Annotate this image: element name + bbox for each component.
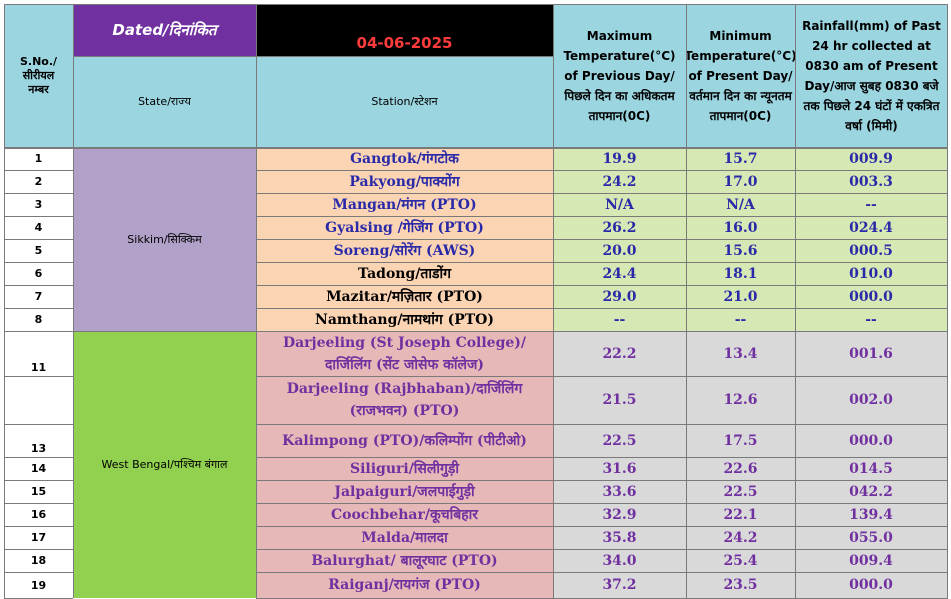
row-station: Gangtok/गंगटोक [256, 147, 553, 170]
row-serial-number: 1 [4, 147, 73, 170]
row-rainfall: 024.4 [795, 216, 947, 239]
row-min-temp: -- [686, 308, 795, 331]
row-station: Tadong/ताडोंग [256, 262, 553, 285]
row-min-temp: 12.6 [686, 376, 795, 424]
row-rainfall: 002.0 [795, 376, 947, 424]
row-max-temp: -- [553, 308, 686, 331]
row-min-temp: 16.0 [686, 216, 795, 239]
min-temp-header: Minimum Temperature(°C) of Present Day/व… [686, 4, 795, 147]
row-serial-number: 13 [4, 424, 73, 457]
row-serial-number: 14 [4, 457, 73, 480]
row-max-temp: 29.0 [553, 285, 686, 308]
row-station: Malda/मालदा [256, 526, 553, 549]
row-rainfall: 042.2 [795, 480, 947, 503]
row-station: Raiganj/रायगंज (PTO) [256, 572, 553, 598]
row-rainfall: 055.0 [795, 526, 947, 549]
row-serial-number: 2 [4, 170, 73, 193]
row-min-temp: 17.5 [686, 424, 795, 457]
row-serial-number: 5 [4, 239, 73, 262]
row-min-temp: 13.4 [686, 331, 795, 376]
max-temp-header: Maximum Temperature(°C) of Previous Day/… [553, 4, 686, 147]
row-serial-number: 17 [4, 526, 73, 549]
row-rainfall: 014.5 [795, 457, 947, 480]
row-max-temp: 20.0 [553, 239, 686, 262]
state-west-bengal: West Bengal/पश्चिम बंगाल [73, 331, 256, 598]
row-serial-number: 6 [4, 262, 73, 285]
row-station: Jalpaiguri/जलपाईगुड़ी [256, 480, 553, 503]
state-header: State/राज्य [73, 56, 256, 147]
state-sikkim: Sikkim/सिक्किम [73, 147, 256, 331]
row-station: Kalimpong (PTO)/कलिम्पोंग (पीटीओ) [256, 424, 553, 457]
station-header: Station/स्टेशन [256, 56, 553, 147]
row-max-temp: 32.9 [553, 503, 686, 526]
row-min-temp: 24.2 [686, 526, 795, 549]
row-max-temp: N/A [553, 193, 686, 216]
row-station: Darjeeling (Rajbhaban)/दार्जिलिंग (राजभव… [256, 376, 553, 424]
row-min-temp: 21.0 [686, 285, 795, 308]
row-rainfall: 009.4 [795, 549, 947, 572]
row-rainfall: 000.0 [795, 572, 947, 598]
row-min-temp: 23.5 [686, 572, 795, 598]
report-date: 04-06-2025 [256, 4, 553, 56]
row-serial-number: 7 [4, 285, 73, 308]
sno-header: S.No./ सीरीयल नम्बर [4, 4, 73, 147]
row-min-temp: 22.6 [686, 457, 795, 480]
row-max-temp: 24.2 [553, 170, 686, 193]
rainfall-header: Rainfall(mm) of Past 24 hr collected at … [795, 4, 948, 147]
row-max-temp: 22.5 [553, 424, 686, 457]
row-max-temp: 34.0 [553, 549, 686, 572]
row-station: Mangan/मंगन (PTO) [256, 193, 553, 216]
row-rainfall: 139.4 [795, 503, 947, 526]
row-rainfall: 009.9 [795, 147, 947, 170]
row-serial-number: 15 [4, 480, 73, 503]
row-min-temp: 17.0 [686, 170, 795, 193]
row-serial-number [4, 376, 73, 424]
row-max-temp: 26.2 [553, 216, 686, 239]
row-serial-number: 4 [4, 216, 73, 239]
row-serial-number: 19 [4, 572, 73, 598]
row-max-temp: 19.9 [553, 147, 686, 170]
row-rainfall: 000.0 [795, 424, 947, 457]
row-station: Siliguri/सिलीगुड़ी [256, 457, 553, 480]
row-rainfall: -- [795, 193, 947, 216]
row-rainfall: 003.3 [795, 170, 947, 193]
row-station: Mazitar/मज़ितार (PTO) [256, 285, 553, 308]
row-rainfall: 010.0 [795, 262, 947, 285]
row-station: Gyalsing /गेजिंग (PTO) [256, 216, 553, 239]
row-rainfall: 000.0 [795, 285, 947, 308]
row-max-temp: 31.6 [553, 457, 686, 480]
row-serial-number: 3 [4, 193, 73, 216]
row-min-temp: 25.4 [686, 549, 795, 572]
row-min-temp: 15.6 [686, 239, 795, 262]
row-serial-number: 11 [4, 331, 73, 376]
row-max-temp: 24.4 [553, 262, 686, 285]
dated-label: Dated/दिनांकित [73, 4, 256, 56]
row-serial-number: 18 [4, 549, 73, 572]
row-station: Darjeeling (St Joseph College)/दार्जिलिं… [256, 331, 553, 376]
row-min-temp: N/A [686, 193, 795, 216]
row-max-temp: 33.6 [553, 480, 686, 503]
row-rainfall: 000.5 [795, 239, 947, 262]
row-max-temp: 22.2 [553, 331, 686, 376]
row-min-temp: 22.1 [686, 503, 795, 526]
row-station: Balurghat/ बालूरघाट (PTO) [256, 549, 553, 572]
row-rainfall: 001.6 [795, 331, 947, 376]
row-serial-number: 16 [4, 503, 73, 526]
row-min-temp: 22.5 [686, 480, 795, 503]
row-station: Pakyong/पाक्योंग [256, 170, 553, 193]
row-serial-number: 8 [4, 308, 73, 331]
row-max-temp: 37.2 [553, 572, 686, 598]
row-station: Soreng/सोरेंग (AWS) [256, 239, 553, 262]
row-min-temp: 15.7 [686, 147, 795, 170]
row-max-temp: 35.8 [553, 526, 686, 549]
row-min-temp: 18.1 [686, 262, 795, 285]
row-rainfall: -- [795, 308, 947, 331]
row-max-temp: 21.5 [553, 376, 686, 424]
row-station: Coochbehar/कूचबिहार [256, 503, 553, 526]
row-station: Namthang/नामथांग (PTO) [256, 308, 553, 331]
